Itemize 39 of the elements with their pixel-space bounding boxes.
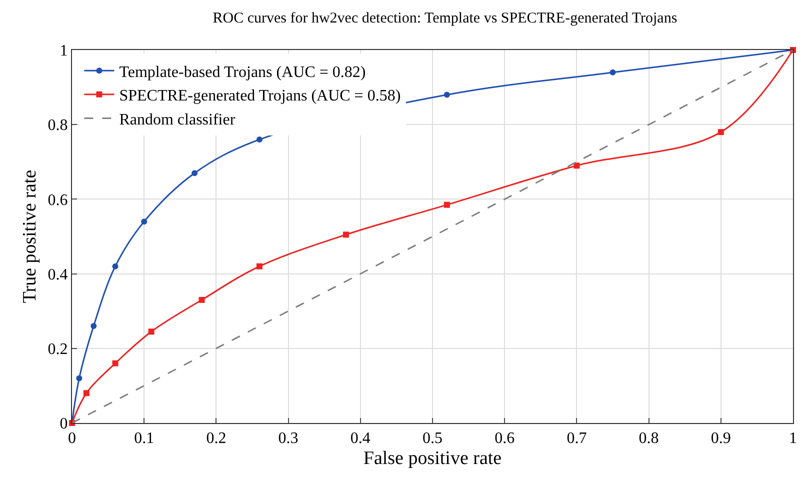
point — [83, 390, 90, 396]
point — [610, 69, 616, 76]
legend-label: SPECTRE-generated Trojans (AUC = 0.58) — [119, 88, 401, 105]
chart-title: ROC curves for hw2vec detection: Template vs SPECTRE-generated Trojans — [212, 10, 678, 26]
point — [90, 323, 97, 330]
point — [198, 296, 205, 303]
point — [112, 360, 118, 366]
point — [444, 92, 450, 98]
x-tick-label: 0.2 — [206, 430, 226, 448]
point — [141, 218, 148, 225]
point — [256, 263, 262, 270]
point — [718, 129, 724, 136]
y-tick-label: 0.2 — [48, 341, 68, 358]
y-tick-label: 0.8 — [48, 117, 68, 134]
x-tick-label: 0.1 — [134, 430, 154, 448]
y-tick-label: 0.4 — [48, 266, 68, 284]
legend-label: Template-based Trojans (AUC = 0.82) — [119, 64, 366, 81]
y-tick-label: 0.6 — [48, 192, 68, 209]
point — [76, 375, 82, 382]
legend-label: Random classifier — [119, 111, 236, 128]
y-tick-label: 1 — [60, 42, 68, 60]
y-tick-label: 0 — [60, 416, 68, 433]
point — [342, 232, 349, 238]
point — [444, 202, 450, 208]
x-tick-label: 0.5 — [422, 430, 442, 448]
point — [256, 136, 262, 143]
x-tick-label: 0.9 — [710, 430, 731, 448]
point — [574, 162, 580, 169]
x-tick-label: 0.3 — [278, 430, 298, 448]
y-axis-title: True positive rate — [20, 170, 41, 304]
x-tick-label: 0.4 — [350, 430, 370, 448]
x-tick-label: 0.7 — [566, 430, 587, 448]
x-tick-label: 0.8 — [638, 430, 659, 448]
x-tick-label: 0.6 — [494, 430, 515, 448]
x-axis-title: False positive rate — [363, 448, 502, 469]
point — [148, 328, 154, 335]
point — [112, 263, 118, 270]
point — [192, 170, 198, 176]
x-tick-label: 1 — [789, 430, 797, 448]
